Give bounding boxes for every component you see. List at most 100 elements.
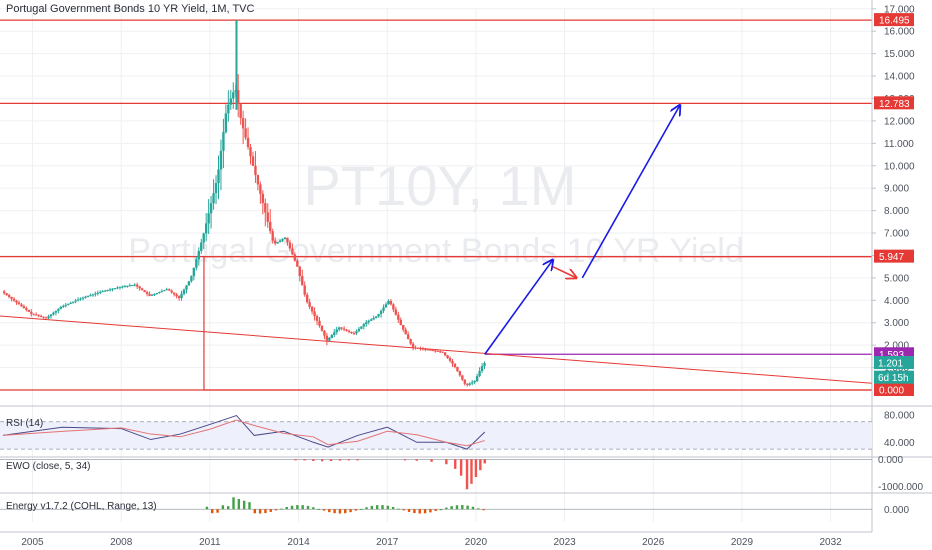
y-tick-label: 9.000 xyxy=(884,184,909,195)
candle-body xyxy=(57,308,60,311)
candle-body xyxy=(116,287,119,289)
energy-bar xyxy=(205,506,209,510)
candle-body xyxy=(2,291,6,294)
candle-body xyxy=(259,184,262,194)
candle-body xyxy=(103,290,107,292)
energy-bar xyxy=(237,499,241,510)
candle-body xyxy=(148,293,151,296)
candle-body xyxy=(227,104,230,114)
energy-bar xyxy=(322,509,326,511)
candle-body xyxy=(345,329,348,331)
price-label-text: 1.201 xyxy=(878,359,903,370)
candle-body xyxy=(101,291,104,293)
level-label-text: 5.947 xyxy=(879,252,904,263)
candle-body xyxy=(32,313,35,315)
candle-body xyxy=(99,291,102,293)
candle-body xyxy=(264,203,267,213)
candle-body xyxy=(419,348,422,350)
ewo-label: EWO (close, 5, 34) xyxy=(6,461,91,472)
candle-body xyxy=(202,233,205,243)
candle-body xyxy=(25,308,28,311)
x-tick-label: 2032 xyxy=(819,537,842,548)
candle-body xyxy=(163,290,166,292)
candle-body xyxy=(155,293,159,295)
candle-body xyxy=(131,284,134,286)
energy-bar xyxy=(386,505,390,510)
watermark-name: Portugal Government Bonds 10 YR Yield xyxy=(128,232,744,270)
ewo-bar xyxy=(483,459,486,464)
candle-body xyxy=(384,304,388,308)
candle-body xyxy=(10,296,13,299)
candle-body xyxy=(355,331,358,334)
candle-body xyxy=(478,371,481,377)
level-label-text: 16.495 xyxy=(879,16,910,27)
energy-bar xyxy=(333,509,336,514)
candle-body xyxy=(195,259,198,268)
ewo-bar xyxy=(303,459,306,461)
candle-body xyxy=(138,286,141,289)
y-tick-label: 17.000 xyxy=(884,4,915,15)
candle-body xyxy=(232,92,235,99)
ewo-bar xyxy=(470,459,473,484)
candle-body xyxy=(347,330,351,332)
ewo-bar xyxy=(474,459,478,478)
candle-body xyxy=(158,292,161,294)
candle-body xyxy=(79,298,82,300)
candle-body xyxy=(448,358,452,361)
candle-body xyxy=(190,276,193,282)
energy-bar xyxy=(402,509,405,511)
candle-body xyxy=(308,302,311,307)
candle-body xyxy=(389,300,393,305)
level-label-box xyxy=(874,13,914,27)
candle-body xyxy=(318,320,321,326)
drawing-rectangle xyxy=(203,256,873,391)
candle-body xyxy=(350,331,353,334)
candle-body xyxy=(475,376,479,382)
energy-bar xyxy=(269,509,272,512)
candle-body xyxy=(69,302,72,304)
candle-body xyxy=(236,90,240,105)
y-tick-label: 8.000 xyxy=(884,206,909,217)
candle-body xyxy=(217,169,220,184)
candle-body xyxy=(483,363,486,367)
candle-body xyxy=(35,314,38,316)
candle-body xyxy=(165,289,168,291)
candle-body xyxy=(456,367,459,372)
candle-body xyxy=(118,286,122,288)
energy-bar xyxy=(455,505,459,510)
candle-body xyxy=(192,267,196,277)
price-axis-background xyxy=(872,0,932,550)
energy-bar xyxy=(434,509,437,511)
energy-bar xyxy=(285,506,288,510)
level-label-box xyxy=(874,383,914,396)
watermark-symbol: PT10Y, 1M xyxy=(304,154,577,217)
candle-body xyxy=(310,306,314,312)
candle-body xyxy=(133,284,136,286)
ewo-bar xyxy=(329,459,333,461)
candle-body xyxy=(421,348,425,350)
y-tick-label: 7.000 xyxy=(884,229,909,240)
candle-body xyxy=(362,324,366,327)
candle-body xyxy=(276,242,279,244)
candle-body xyxy=(286,237,289,243)
candle-body xyxy=(222,132,225,151)
x-tick-label: 2026 xyxy=(642,537,665,548)
x-tick-label: 2017 xyxy=(376,537,399,548)
energy-bar xyxy=(306,505,310,510)
y-tick-label: 15.000 xyxy=(884,49,915,60)
energy-bar xyxy=(381,505,384,510)
energy-bar xyxy=(407,509,411,512)
candle-body xyxy=(269,221,272,232)
candle-body xyxy=(288,242,292,249)
candle-body xyxy=(360,326,363,329)
candle-body xyxy=(136,284,139,287)
candle-body xyxy=(229,98,233,105)
energy-bar xyxy=(344,509,347,514)
candle-body xyxy=(143,290,146,293)
candle-body xyxy=(372,317,375,320)
candle-body xyxy=(446,355,449,359)
energy-bar xyxy=(280,508,283,510)
candle-body xyxy=(320,325,324,331)
candle-body xyxy=(278,240,282,242)
